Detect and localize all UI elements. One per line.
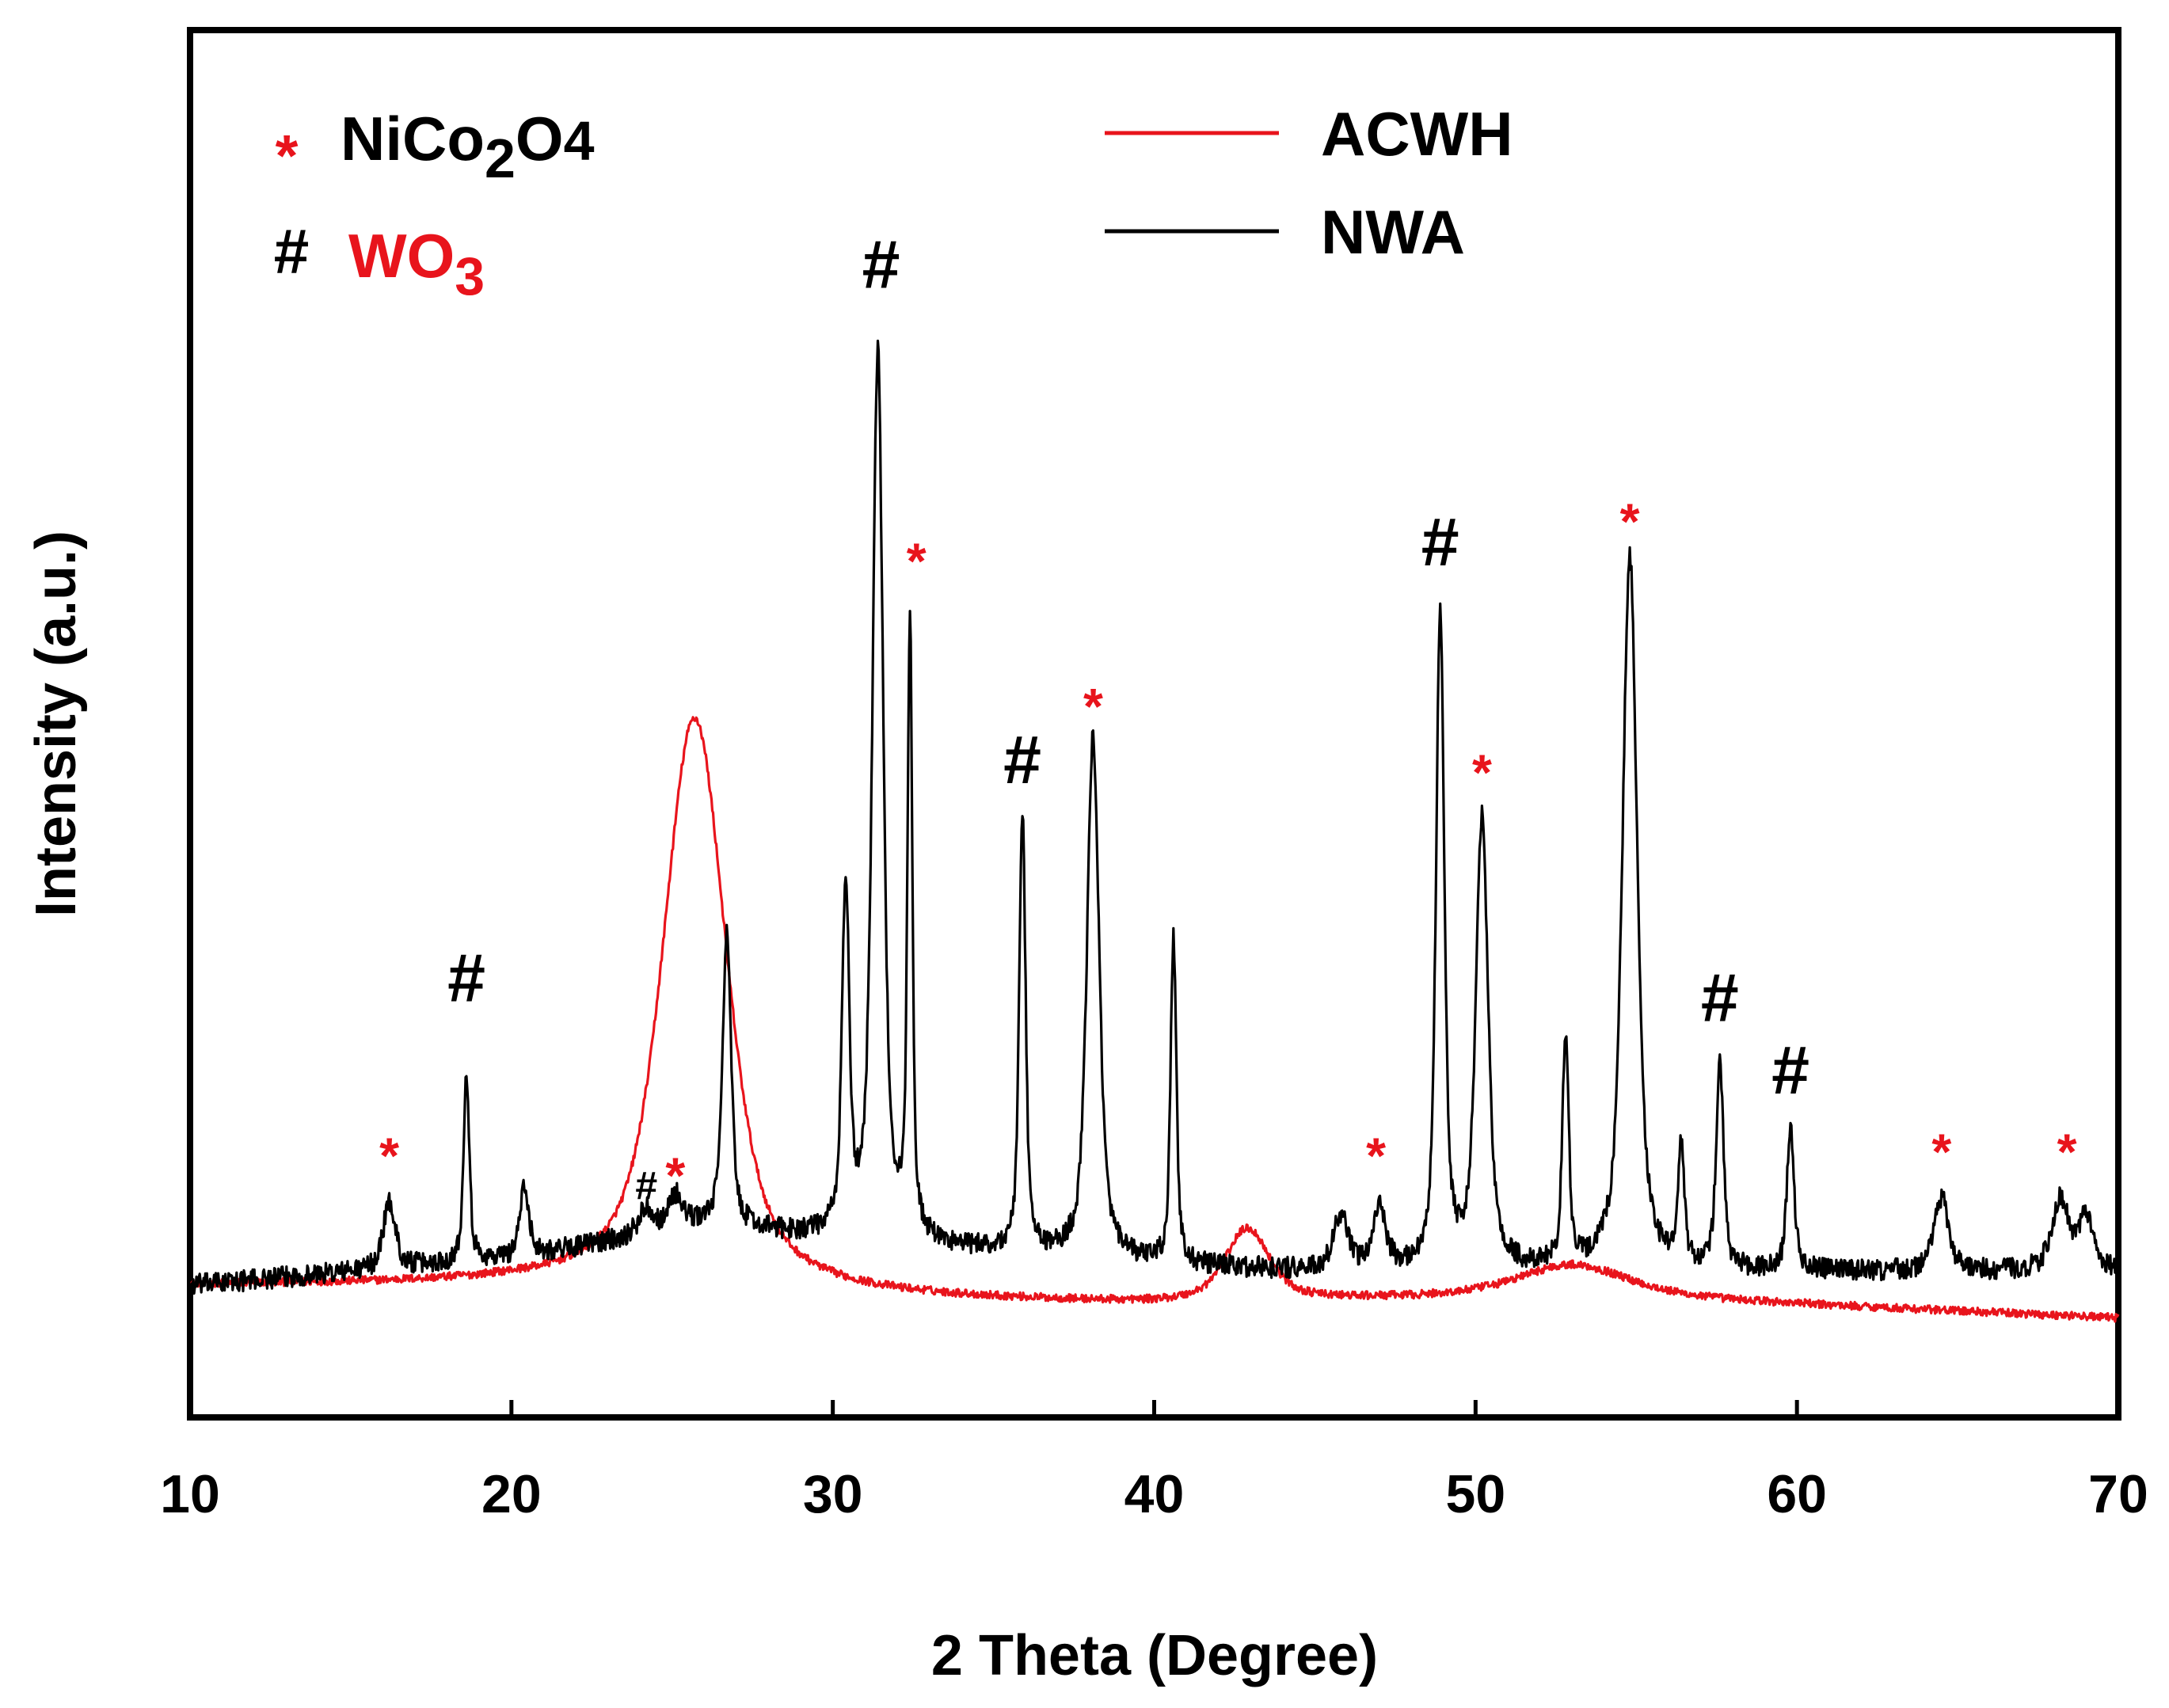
wo3-peak-marker-2: # bbox=[635, 1164, 657, 1208]
phase-key: * NiCo2O4 # WO3 bbox=[274, 104, 595, 306]
x-tick-label-40: 40 bbox=[1124, 1464, 1185, 1524]
series-line-acwh bbox=[189, 716, 2120, 1323]
nico2o4-peak-marker-10: * bbox=[1620, 493, 1640, 550]
x-tick-label-70: 70 bbox=[2088, 1464, 2148, 1524]
x-tick-label-50: 50 bbox=[1446, 1464, 1506, 1524]
wo3-peak-marker-4: # bbox=[862, 226, 900, 302]
plot-frame bbox=[187, 27, 2121, 1421]
wo3-peak-marker-12: # bbox=[1771, 1033, 1809, 1109]
legend-label-nwa: NWA bbox=[1321, 197, 1465, 267]
phase-key-label-nico2o4: NiCo2O4 bbox=[341, 104, 595, 189]
x-axis-tick-labels: 10 20 30 40 50 60 70 bbox=[160, 1464, 2148, 1524]
x-tick-label-30: 30 bbox=[803, 1464, 863, 1524]
nico2o4-peak-marker-14: * bbox=[1931, 1123, 1951, 1180]
nico2o4-peak-marker-5: * bbox=[907, 532, 927, 589]
nico2o4-peak-marker-1: * bbox=[379, 1127, 399, 1184]
peak-annotations: #*# *#*#*#**##* * * bbox=[379, 226, 2076, 1208]
nico2o4-peak-marker-15: * bbox=[2057, 1123, 2077, 1180]
series-line-nwa bbox=[188, 339, 2120, 1295]
nico2o4-peak-marker-3: * bbox=[665, 1147, 685, 1204]
nico2o4-peak-marker-7: * bbox=[1083, 678, 1103, 735]
wo3-peak-marker-8: # bbox=[1421, 504, 1459, 580]
wo3-peak-marker-6: # bbox=[1003, 722, 1041, 798]
nico2o4-peak-marker-13: * bbox=[1366, 1127, 1386, 1184]
phase-key-star-symbol: * bbox=[276, 123, 299, 188]
wo3-peak-marker-11: # bbox=[1701, 960, 1739, 1036]
phase-key-hash-symbol: # bbox=[274, 216, 310, 287]
x-tick-label-60: 60 bbox=[1767, 1464, 1827, 1524]
legend-label-acwh: ACWH bbox=[1321, 99, 1513, 169]
series-legend: ACWH NWA bbox=[1105, 99, 1513, 267]
wo3-peak-marker-0: # bbox=[447, 940, 485, 1016]
x-tick-label-20: 20 bbox=[481, 1464, 542, 1524]
phase-key-label-wo3: WO3 bbox=[348, 221, 485, 306]
x-axis-ticks bbox=[188, 1400, 2121, 1417]
nico2o4-peak-marker-9: * bbox=[1472, 744, 1492, 801]
x-axis-title: 2 Theta (Degree) bbox=[931, 1624, 1378, 1687]
series-layer bbox=[188, 339, 2120, 1323]
y-axis-title: Intensity (a.u.) bbox=[25, 531, 88, 917]
x-tick-label-10: 10 bbox=[160, 1464, 220, 1524]
